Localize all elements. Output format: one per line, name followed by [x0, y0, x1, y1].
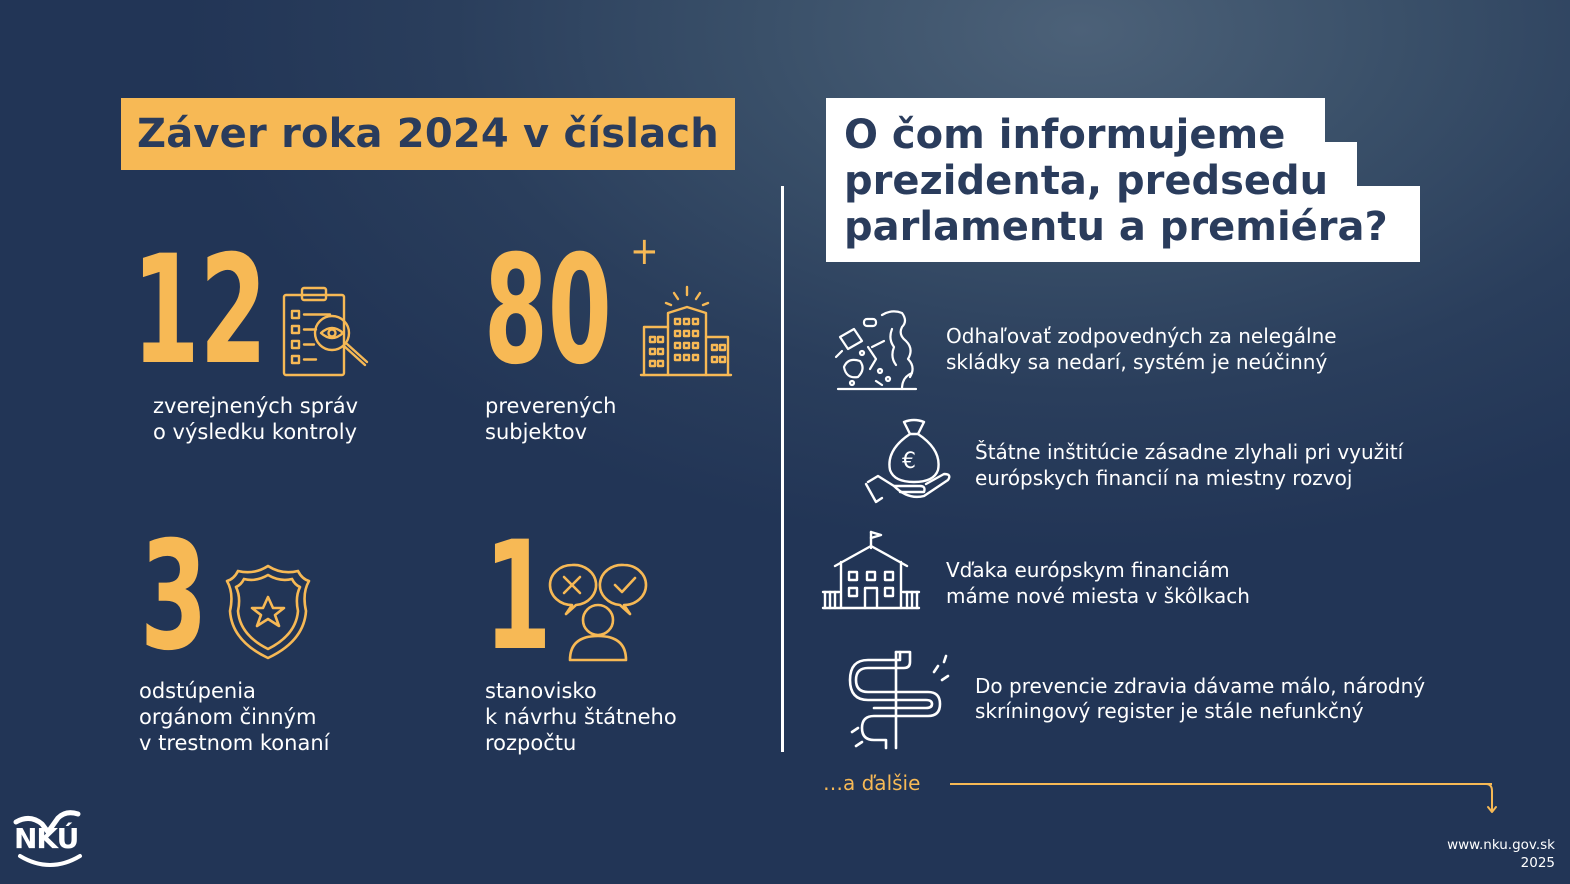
vertical-divider — [781, 186, 784, 752]
topic-line: Štátne inštitúcie zásadne zlyhali pri vy… — [975, 440, 1404, 464]
footer-year: 2025 — [1520, 855, 1555, 871]
topic-line: skríningový register je stále nefunkčný — [975, 699, 1364, 723]
arrow-down-icon — [1484, 783, 1500, 819]
stat-label-line: subjektov — [485, 420, 588, 444]
left-title: Záver roka 2024 v číslach — [121, 98, 735, 170]
topic-line: Odhaľovať zodpovedných za nelegálne — [946, 324, 1337, 348]
stat-label-line: odstúpenia — [139, 679, 256, 703]
stat-label-line: v trestnom konaní — [139, 731, 330, 755]
stat-number: 80 — [484, 224, 612, 398]
stat-number: 1 — [484, 510, 552, 684]
buildings-icon — [639, 285, 733, 384]
topic-line: Do prevencie zdravia dávame málo, národn… — [975, 674, 1426, 698]
right-title-line-1: O čom informujeme — [844, 112, 1286, 158]
right-title-line-2: prezidenta, predsedu — [844, 158, 1329, 204]
footer: www.nku.gov.sk 2025 — [1447, 836, 1555, 872]
clipboard-magnifier-icon — [280, 285, 370, 384]
svg-text:€: € — [902, 449, 916, 474]
topic-line: Vďaka európskym financiám — [946, 558, 1230, 582]
stat-number-suffix: + — [630, 229, 659, 273]
footer-url[interactable]: www.nku.gov.sk — [1447, 837, 1555, 853]
topic-line: máme nové miesta v škôlkach — [946, 584, 1250, 608]
stat-label-line: preverených — [485, 394, 617, 418]
more-label: …a ďalšie — [823, 771, 921, 795]
police-badge-icon — [224, 563, 312, 665]
right-title-line-3: parlamentu a premiéra? — [844, 204, 1388, 250]
stat-number: 3 — [140, 510, 208, 684]
stat-label-line: k návrhu štátneho — [485, 705, 677, 729]
euro-moneybag-hand-icon: € — [864, 418, 954, 508]
stat-label-line: orgánom činným — [139, 705, 317, 729]
illegal-dump-icon — [832, 307, 922, 399]
stat-label-line: rozpočtu — [485, 731, 577, 755]
nku-logo: NKÚ — [12, 808, 88, 870]
school-building-icon — [821, 530, 921, 618]
right-title: O čom informujeme prezidenta, predsedu p… — [826, 98, 1420, 262]
stat-label-line: o výsledku kontroly — [153, 420, 357, 444]
stat-label-line: stanovisko — [485, 679, 597, 703]
more-arrow-line — [950, 783, 1492, 785]
logo-text: NKÚ — [14, 822, 79, 855]
topic-line: európskych financií na miestny rozvoj — [975, 466, 1353, 490]
stat-label-line: zverejnených správ — [153, 394, 358, 418]
stat-number: 12 — [132, 224, 268, 398]
intestine-icon — [848, 648, 954, 754]
person-decision-icon — [546, 562, 650, 666]
topic-line: skládky sa nedarí, systém je neúčinný — [946, 350, 1328, 374]
